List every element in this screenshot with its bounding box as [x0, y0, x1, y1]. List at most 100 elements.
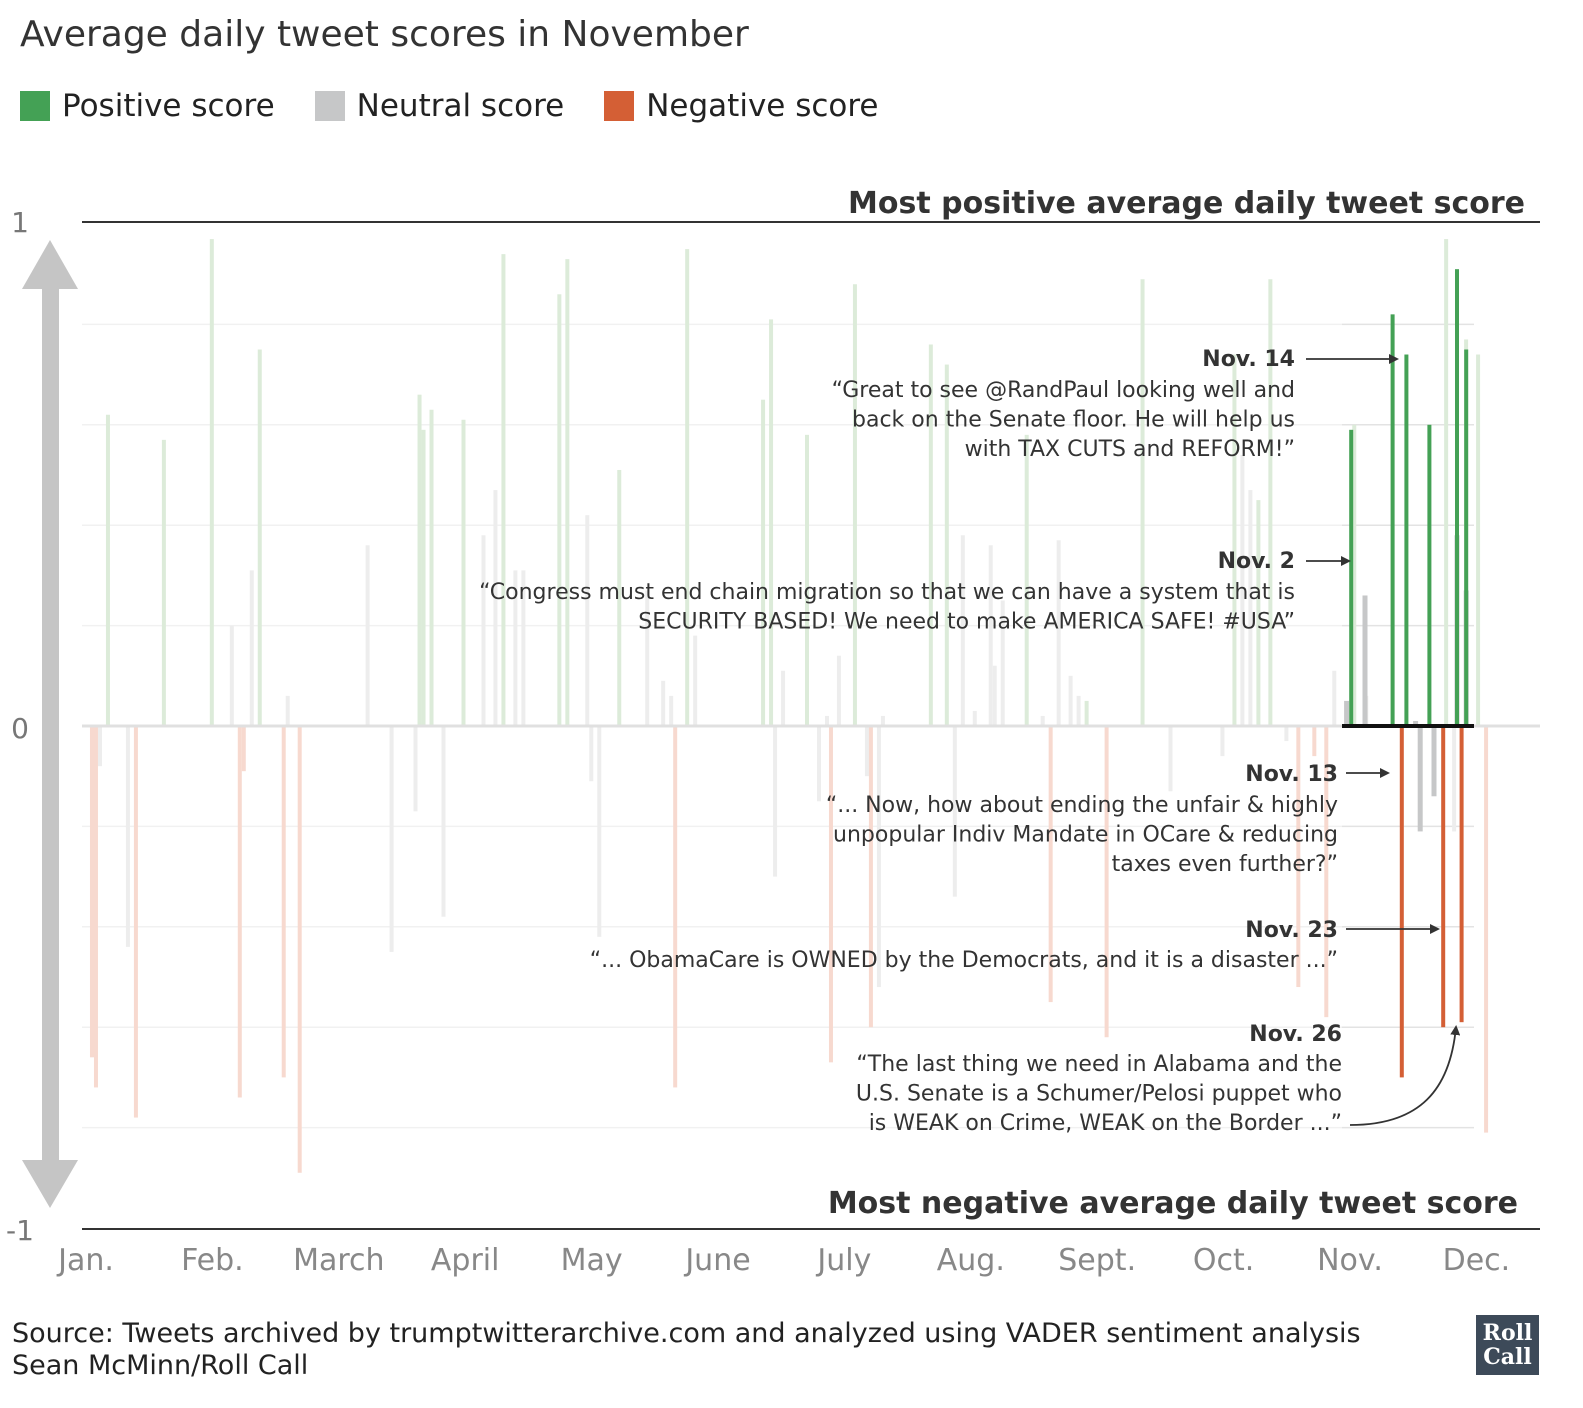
bar-negative: [1459, 726, 1464, 1023]
credit-note: Sean McMinn/Roll Call: [12, 1350, 309, 1381]
background-bar: [769, 319, 774, 726]
bar-positive: [1464, 349, 1469, 726]
background-bar: [565, 259, 570, 726]
annotation-nov-13-date: Nov. 13: [1245, 762, 1338, 787]
background-bar: [1332, 670, 1337, 726]
annotation-nov-14-quote-line: back on the Senate floor. He will help u…: [852, 408, 1295, 433]
background-bar: [773, 726, 778, 877]
background-bar: [824, 715, 829, 726]
background-bar: [1168, 726, 1173, 792]
annotation-nov-23-quote-line: “... ObamaCare is OWNED by the Democrats…: [590, 948, 1338, 973]
background-bar: [1452, 726, 1457, 832]
background-bar: [836, 655, 841, 726]
annotation-nov-26-quote-line: “The last thing we need in Alabama and t…: [856, 1052, 1342, 1077]
y-scale-arrow-shaft: [42, 286, 59, 1162]
background-bar: [105, 414, 110, 726]
background-bar: [365, 545, 370, 726]
background-bar: [429, 409, 434, 726]
background-bar: [557, 294, 562, 726]
background-bar: [1232, 354, 1237, 726]
background-bar: [97, 726, 102, 767]
footer: Source: Tweets archived by trumptwittera…: [12, 1318, 1361, 1382]
min-reference-label: Most negative average daily tweet score: [828, 1186, 1518, 1221]
background-bar: [1352, 424, 1357, 726]
background-bar: [589, 726, 594, 782]
legend-label-positive: Positive score: [62, 88, 275, 124]
bar-positive: [1390, 314, 1395, 726]
legend-swatch-neutral: [314, 91, 345, 121]
background-bar: [1084, 700, 1089, 726]
background-bar: [1296, 726, 1301, 988]
x-tick-label: Nov.: [1317, 1243, 1383, 1278]
annotation-nov-13-quote-line: taxes even further?”: [1112, 852, 1338, 877]
up-arrow-icon: [22, 240, 78, 289]
background-bar: [685, 249, 690, 726]
background-bar: [1240, 454, 1245, 726]
legend-swatch-negative: [604, 91, 635, 121]
annotation-nov-14-date: Nov. 14: [1202, 347, 1295, 372]
background-bar: [521, 570, 526, 726]
background-bar: [161, 439, 166, 726]
background-bar: [1476, 354, 1481, 726]
bar-negative: [1399, 726, 1404, 1078]
background-bar: [617, 469, 622, 726]
legend-item-negative: Negative score: [604, 88, 879, 124]
annotation-nov-14-quote-line: “Great to see @RandPaul looking well and: [832, 378, 1295, 403]
background-bar: [661, 680, 666, 726]
source-note: Source: Tweets archived by trumptwittera…: [12, 1318, 1361, 1349]
x-tick-label: April: [431, 1243, 500, 1278]
annotation-nov-26-quote-line: is WEAK on Crime, WEAK on the Border ...…: [869, 1111, 1342, 1136]
background-bar: [89, 726, 94, 1058]
background-bar: [864, 726, 869, 777]
bar-positive: [1349, 429, 1354, 726]
bar-positive: [1455, 269, 1459, 726]
background-bar: [1068, 675, 1073, 726]
background-bar: [673, 726, 678, 1088]
background-bar: [880, 715, 885, 726]
bar-neutral: [1413, 720, 1419, 726]
x-tick-label: Sept.: [1058, 1243, 1136, 1278]
background-bar: [952, 726, 957, 897]
background-bar: [669, 695, 674, 726]
background-bar: [960, 535, 965, 726]
background-bar: [493, 490, 498, 726]
annotation-nov-13-quote-line: “... Now, how about ending the unfair & …: [826, 793, 1338, 818]
background-bar: [805, 434, 810, 726]
bar-positive: [1427, 424, 1432, 726]
bar-neutral: [1362, 595, 1368, 726]
legend: Positive score Neutral score Negative sc…: [20, 88, 919, 124]
background-bar: [481, 535, 486, 726]
annotation-nov-26-quote-line: U.S. Senate is a Schumer/Pelosi puppet w…: [856, 1082, 1342, 1107]
background-bar: [852, 284, 857, 726]
background-bar: [93, 726, 98, 1088]
x-tick-label: July: [815, 1243, 871, 1278]
legend-item-positive: Positive score: [20, 88, 275, 124]
background-bar: [1220, 726, 1225, 757]
background-bar: [285, 695, 290, 726]
background-bar: [1104, 726, 1109, 1038]
bar-negative: [1441, 726, 1446, 1028]
background-bar: [1256, 500, 1261, 726]
logo-line-2: Call: [1483, 1344, 1532, 1370]
background-bar: [297, 726, 302, 1173]
background-bar: [988, 545, 993, 726]
x-tick-label: March: [293, 1243, 384, 1278]
background-bar: [1076, 695, 1081, 726]
bar-neutral: [1417, 726, 1423, 832]
annotation-nov-2-quote-line: SECURITY BASED! We need to make AMERICA …: [638, 610, 1295, 635]
background-bar: [281, 726, 286, 1078]
x-tick-label: Feb.: [181, 1243, 244, 1278]
background-bar: [241, 726, 246, 772]
background-bar: [1268, 279, 1273, 726]
background-bar: [1040, 715, 1045, 726]
annotation-nov-2-date: Nov. 2: [1218, 549, 1295, 574]
background-bar: [972, 710, 977, 726]
background-bar: [1056, 540, 1061, 726]
annotation-nov-13-quote-line: unpopular Indiv Mandate in OCare & reduc…: [833, 823, 1338, 848]
background-bar: [461, 419, 466, 726]
background-bar: [1248, 490, 1253, 726]
background-bar: [257, 349, 262, 726]
background-bar: [1312, 726, 1317, 757]
background-bar: [585, 515, 590, 726]
